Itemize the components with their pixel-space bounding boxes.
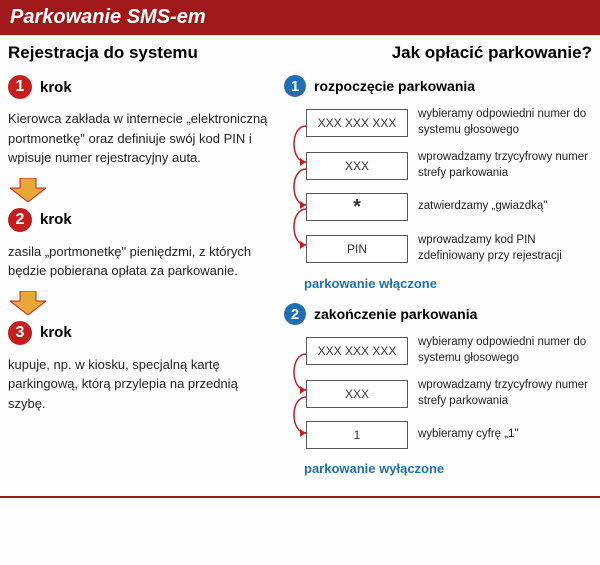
sub-number-circle: 2: [284, 303, 306, 325]
sub-header: 2 zakończenie parkowania: [284, 303, 592, 325]
flow-list: XXX XXX XXX wybieramy odpowiedni numer do…: [284, 335, 592, 449]
flow-row: XXX wprowadzamy trzycyfrowy numer strefy …: [306, 150, 592, 181]
right-column: Jak opłacić parkowanie? 1 rozpoczęcie pa…: [280, 35, 600, 496]
left-column: Rejestracja do systemu 1 krok Kierowca z…: [0, 35, 280, 496]
step-label: krok: [40, 211, 72, 228]
right-title: Jak opłacić parkowanie?: [284, 43, 592, 63]
flow-box: XXX: [306, 152, 408, 180]
status-text: parkowanie wyłączone: [304, 461, 592, 476]
step-1: 1 krok Kierowca zakłada w internecie „el…: [8, 75, 270, 168]
arrow-down-icon: [10, 178, 46, 202]
flow-desc: zatwierdzamy „gwiazdką": [418, 199, 547, 215]
flow-box: XXX: [306, 380, 408, 408]
left-title: Rejestracja do systemu: [8, 43, 270, 63]
sub-number-circle: 1: [284, 75, 306, 97]
flow-desc: wybieramy cyfrę „1": [418, 427, 519, 443]
step-3: 3 krok kupuje, np. w kiosku, specjalną k…: [8, 321, 270, 414]
flow-box: XXX XXX XXX: [306, 109, 408, 137]
flow-row: 1 wybieramy cyfrę „1": [306, 421, 592, 449]
curve-arrow-icon: [286, 207, 310, 247]
flow-box: 1: [306, 421, 408, 449]
flow-row: PIN wprowadzamy kod PIN zdefiniowany przy…: [306, 233, 592, 264]
curve-arrow-icon: [286, 395, 310, 435]
flow-box: PIN: [306, 235, 408, 263]
step-number-circle: 2: [8, 208, 32, 232]
flow-row: * zatwierdzamy „gwiazdką": [306, 193, 592, 221]
flow-list: XXX XXX XXX wybieramy odpowiedni numer do…: [284, 107, 592, 264]
main-container: Rejestracja do systemu 1 krok Kierowca z…: [0, 35, 600, 498]
sub-label: zakończenie parkowania: [314, 306, 477, 322]
flow-desc: wybieramy odpowiedni numer do systemu gł…: [418, 335, 592, 366]
flow-row: XXX XXX XXX wybieramy odpowiedni numer do…: [306, 335, 592, 366]
step-header: 2 krok: [8, 208, 270, 232]
step-label: krok: [40, 79, 72, 96]
page-header: Parkowanie SMS-em: [0, 0, 600, 35]
sub-header: 1 rozpoczęcie parkowania: [284, 75, 592, 97]
section-start: 1 rozpoczęcie parkowania XXX XXX XXX wybi…: [284, 75, 592, 291]
step-2: 2 krok zasila „portmonetkę" pieniędzmi, …: [8, 208, 270, 281]
status-text: parkowanie włączone: [304, 276, 592, 291]
sub-label: rozpoczęcie parkowania: [314, 78, 475, 94]
step-text: kupuje, np. w kiosku, specjalną kartę pa…: [8, 355, 270, 414]
step-text: zasila „portmonetkę" pieniędzmi, z który…: [8, 242, 270, 281]
curve-arrow-icon: [286, 124, 310, 164]
curve-arrow-icon: [286, 352, 310, 392]
flow-box: XXX XXX XXX: [306, 337, 408, 365]
flow-desc: wybieramy odpowiedni numer do systemu gł…: [418, 107, 592, 138]
section-end: 2 zakończenie parkowania XXX XXX XXX wybi…: [284, 303, 592, 476]
arrow-down-icon: [10, 291, 46, 315]
step-header: 3 krok: [8, 321, 270, 345]
step-label: krok: [40, 324, 72, 341]
flow-desc: wprowadzamy trzycyfrowy numer strefy par…: [418, 378, 592, 409]
step-number-circle: 1: [8, 75, 32, 99]
curve-arrow-icon: [286, 167, 310, 207]
flow-row: XXX XXX XXX wybieramy odpowiedni numer do…: [306, 107, 592, 138]
step-text: Kierowca zakłada w internecie „elektroni…: [8, 109, 270, 168]
flow-desc: wprowadzamy kod PIN zdefiniowany przy re…: [418, 233, 592, 264]
step-header: 1 krok: [8, 75, 270, 99]
flow-box: *: [306, 193, 408, 221]
step-number-circle: 3: [8, 321, 32, 345]
flow-row: XXX wprowadzamy trzycyfrowy numer strefy …: [306, 378, 592, 409]
flow-desc: wprowadzamy trzycyfrowy numer strefy par…: [418, 150, 592, 181]
